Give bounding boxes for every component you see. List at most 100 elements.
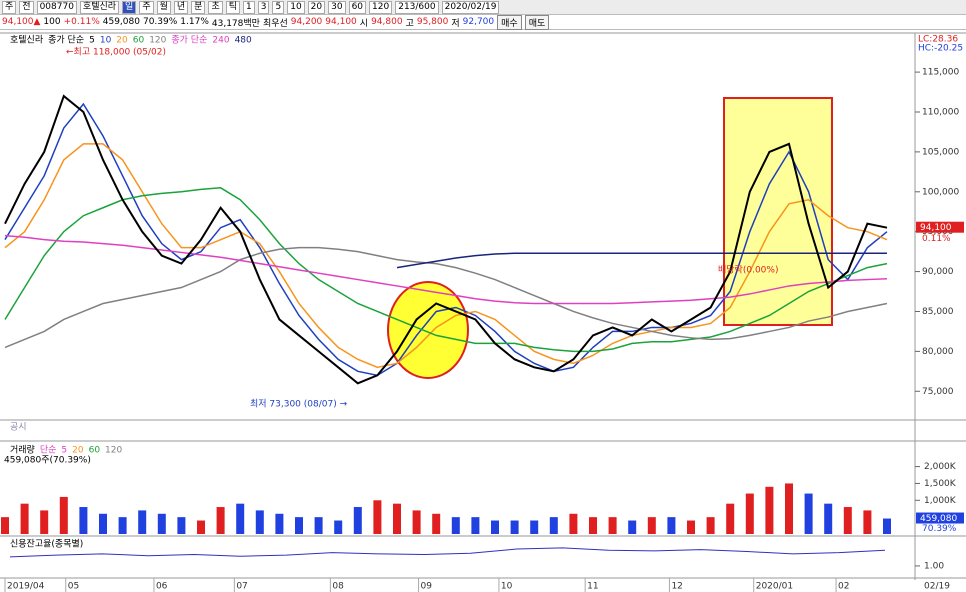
volume-bar bbox=[79, 507, 88, 534]
quote-field: 94,800 bbox=[371, 17, 403, 27]
price-line bbox=[4, 102, 888, 377]
x-tick-label: 2019/04 bbox=[7, 582, 45, 592]
quote-field[interactable]: 매도 bbox=[524, 14, 550, 30]
toolbar-button[interactable]: 213/600 bbox=[395, 0, 439, 14]
volume-bar bbox=[706, 517, 715, 534]
volume-bar bbox=[334, 520, 343, 534]
volume-bar bbox=[785, 483, 793, 534]
legend-item: 60 bbox=[133, 36, 145, 46]
toolbar-button[interactable]: 전 bbox=[19, 0, 34, 14]
volume-bar bbox=[883, 518, 891, 534]
quote-field: 94,200 bbox=[290, 17, 323, 27]
volume-marker-label: 459,080 bbox=[920, 514, 957, 524]
volume-bar bbox=[177, 517, 186, 534]
toolbar-button[interactable]: 008770 bbox=[36, 0, 77, 14]
legend-item: 20 bbox=[116, 36, 128, 46]
volume-bar bbox=[99, 513, 107, 534]
toolbar-button[interactable]: 1 bbox=[243, 0, 255, 14]
y-tick-label: 105,000 bbox=[922, 147, 959, 157]
toolbar-button[interactable]: 분 bbox=[191, 0, 206, 14]
quote-row: 94,100▲ 100 +0.11% 459,080 70.39% 1.17% 43,178… bbox=[0, 14, 966, 30]
x-tick-label: 12 bbox=[671, 582, 682, 592]
quote-field: 94,100 bbox=[325, 17, 357, 27]
quote-field: 43,178백만 bbox=[211, 18, 260, 29]
y-tick-label: 100,000 bbox=[922, 187, 959, 197]
y-tick-label: 1,500K bbox=[924, 479, 957, 489]
toolbar-button[interactable]: 20 bbox=[307, 0, 326, 14]
y-tick-label: 110,000 bbox=[922, 107, 959, 117]
volume-bar bbox=[1, 517, 9, 534]
highlight-circle bbox=[387, 281, 469, 379]
x-tick-label: 09 bbox=[421, 582, 433, 592]
volume-bar bbox=[491, 520, 499, 534]
toolbar-button[interactable]: 주 bbox=[139, 0, 154, 14]
y-tick-label: 115,000 bbox=[922, 68, 959, 78]
quote-field: +0.11% bbox=[63, 17, 100, 27]
price-line bbox=[4, 187, 888, 353]
quote-field: 100 bbox=[43, 17, 61, 27]
price-line bbox=[4, 234, 888, 305]
toolbar-button[interactable]: 호텔신라 bbox=[79, 0, 120, 14]
legend-item: 종가 단순 bbox=[48, 35, 84, 46]
quote-field: 95,800 bbox=[416, 17, 449, 27]
toolbar-button[interactable]: 120 bbox=[369, 0, 393, 14]
y-tick-label: 1.00 bbox=[924, 561, 944, 571]
legend-item: 거래량 bbox=[10, 444, 35, 456]
panel-title: 신용잔고율(종목별) bbox=[10, 539, 83, 550]
volume-bar bbox=[824, 503, 833, 534]
toolbar-button[interactable]: 월 bbox=[156, 0, 171, 14]
volume-marker bbox=[916, 512, 964, 524]
toolbar-button[interactable]: 30 bbox=[328, 0, 346, 14]
volume-bar bbox=[726, 503, 735, 534]
volume-bar bbox=[628, 520, 637, 534]
volume-bar bbox=[197, 520, 205, 534]
volume-bar bbox=[255, 510, 264, 534]
indicator: LC:28.36 bbox=[918, 35, 958, 45]
quote-field: 저 bbox=[451, 18, 460, 29]
toolbar-button[interactable]: 60 bbox=[348, 0, 367, 14]
volume-bar bbox=[745, 493, 754, 534]
toolbar-button[interactable]: 10 bbox=[287, 0, 305, 14]
toolbar-button[interactable]: 틱 bbox=[225, 0, 241, 14]
x-tick-label: 10 bbox=[501, 582, 513, 592]
x-tick-label: 08 bbox=[332, 582, 344, 592]
volume-bar bbox=[549, 517, 558, 534]
volume-bar bbox=[59, 496, 68, 534]
toolbar-button[interactable]: 주 bbox=[2, 0, 17, 14]
price-line bbox=[4, 143, 888, 369]
toolbar-button[interactable]: 2020/02/19 bbox=[441, 0, 500, 14]
legend-item: 20 bbox=[72, 446, 84, 456]
y-tick-label: 90,000 bbox=[922, 267, 954, 277]
toolbar-button[interactable]: 초 bbox=[208, 0, 223, 14]
volume-bar bbox=[687, 520, 695, 534]
toolbar-button[interactable]: 3 bbox=[257, 0, 270, 14]
legend-item: 60 bbox=[89, 446, 101, 456]
toolbar-button[interactable]: 일 bbox=[122, 0, 137, 14]
toolbar-button[interactable]: 년 bbox=[173, 0, 189, 14]
price-marker bbox=[916, 221, 964, 233]
quote-field: 최우선 bbox=[262, 18, 288, 29]
toolbar-button[interactable]: 5 bbox=[272, 0, 285, 14]
volume-bar bbox=[569, 513, 578, 534]
legend-item: 5 bbox=[61, 446, 67, 456]
toolbar-row: 주 전 008770 호텔신라 일 주 월 년 분 초 틱 1 3 5 10 20 30 60 120 213/600… bbox=[0, 0, 966, 15]
credit-line bbox=[9, 547, 886, 558]
quote-field: 92,700 bbox=[462, 17, 495, 27]
panel-title: 공시 bbox=[10, 422, 27, 433]
price-line bbox=[396, 252, 887, 269]
y-tick-label: 75,000 bbox=[922, 387, 954, 397]
quote-field: 70.39% bbox=[142, 17, 178, 27]
volume-bar bbox=[510, 520, 519, 534]
legend-item: 종가 단순 bbox=[171, 35, 207, 46]
legend-item: 10 bbox=[100, 36, 112, 46]
volume-bar bbox=[471, 517, 480, 534]
quote-field: 시 bbox=[359, 18, 369, 29]
quote-field[interactable]: 매수 bbox=[497, 14, 522, 30]
volume-bar bbox=[373, 500, 382, 534]
indicator: HC:-20.25 bbox=[918, 44, 963, 54]
price-line bbox=[4, 246, 888, 349]
volume-bar bbox=[843, 507, 852, 534]
legend-item: 120 bbox=[105, 446, 122, 456]
